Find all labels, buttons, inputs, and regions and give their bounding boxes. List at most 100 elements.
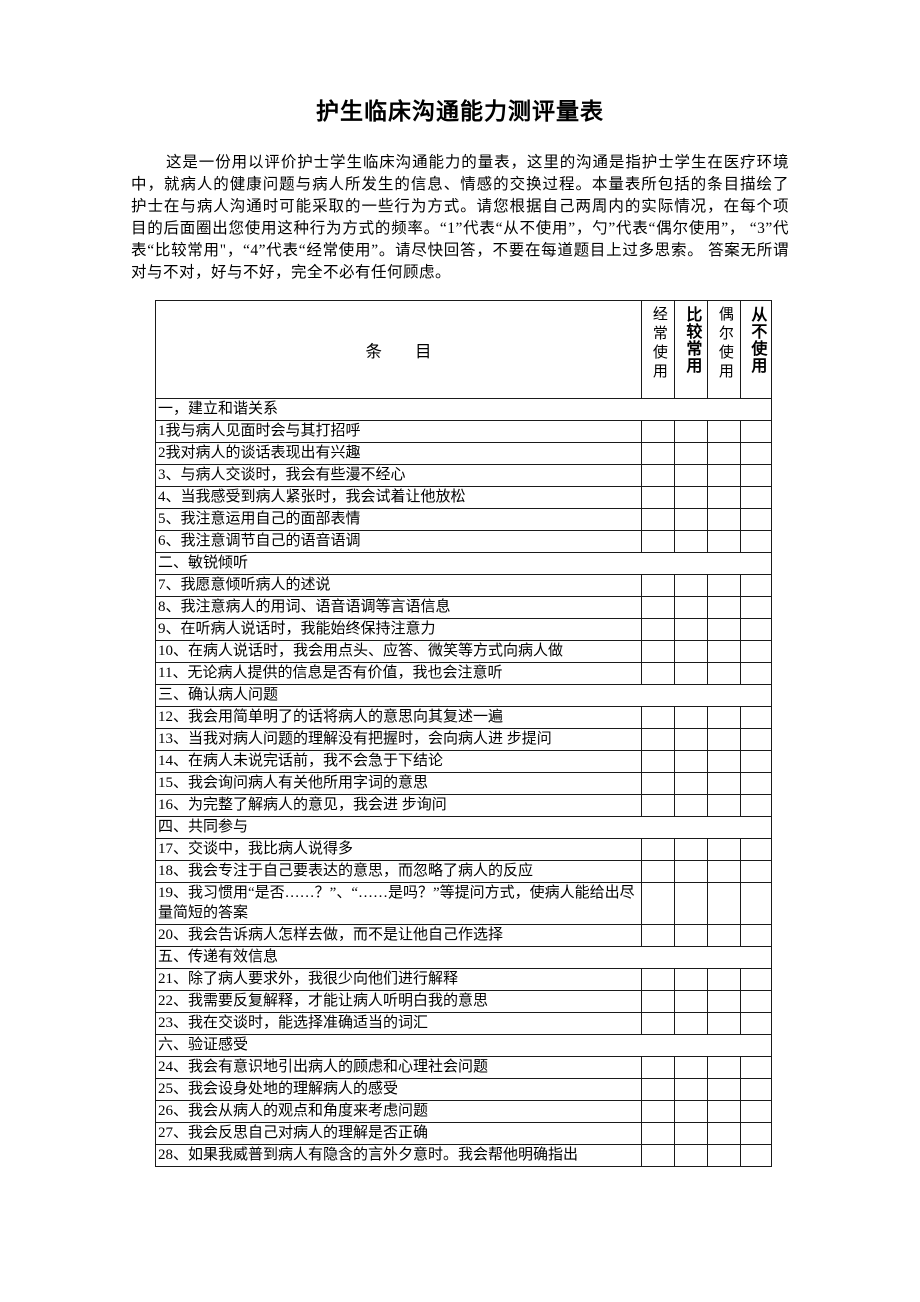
item-text: 12、我会用简单明了的话将病人的意思向其复述一遍 (155, 706, 642, 729)
rating-cell (707, 1056, 741, 1079)
item-row: 20、我会告诉病人怎样去做，而不是让他自己作选择 (155, 924, 772, 947)
rating-cell (674, 860, 708, 883)
item-text: 22、我需要反复解释，才能让病人听明白我的意思 (155, 990, 642, 1013)
rating-cell (740, 596, 772, 619)
section-row: 一，建立和谐关系 (155, 398, 772, 421)
rating-cell (674, 574, 708, 597)
rating-column-label: 经常使用 (650, 306, 667, 382)
rating-cell (641, 1100, 675, 1123)
rating-cell (707, 990, 741, 1013)
rating-cell (641, 860, 675, 883)
rating-cell (707, 1122, 741, 1145)
rating-cell (641, 772, 675, 795)
section-row: 四、共同参与 (155, 816, 772, 839)
item-row: 24、我会有意识地引出病人的顾虑和心理社会问题 (155, 1056, 772, 1079)
rating-cell (641, 706, 675, 729)
rating-cell (740, 1056, 772, 1079)
rating-cell (641, 420, 675, 443)
assessment-table: 条 目 经常使用 比较常用 偶尔使用 从不使用 一，建立和谐关系 1我与病人见面时会与其… (155, 300, 772, 1167)
item-row: 27、我会反思自己对病人的理解是否正确 (155, 1122, 772, 1145)
rating-cell (707, 640, 741, 663)
rating-cell (707, 794, 741, 817)
rating-cell (641, 464, 675, 487)
section-title: 四、共同参与 (155, 816, 772, 839)
rating-cell (641, 1122, 675, 1145)
section-title: 一，建立和谐关系 (155, 398, 772, 421)
rating-cell (641, 662, 675, 685)
rating-cell (740, 1122, 772, 1145)
rating-cell (707, 530, 741, 553)
item-row: 8、我注意病人的用词、语音语调等言语信息 (155, 596, 772, 619)
rating-cell (641, 968, 675, 991)
rating-column-header: 比较常用 (674, 300, 708, 399)
rating-cell (674, 882, 708, 925)
rating-cell (674, 1144, 708, 1167)
rating-cell (674, 990, 708, 1013)
rating-cell (740, 574, 772, 597)
intro-paragraph: 这是一份用以评价护士学生临床沟通能力的量表，这里的沟通是指护士学生在医疗环境 中… (131, 154, 789, 281)
item-row: 19、我习惯用“是否……？”、“……是吗？”等提问方式，使病人能给出尽量简短的答… (155, 882, 772, 925)
item-row: 6、我注意调节自己的语音语调 (155, 530, 772, 553)
rating-cell (674, 464, 708, 487)
item-text: 25、我会设身处地的理解病人的感受 (155, 1078, 642, 1101)
item-row: 22、我需要反复解释，才能让病人听明白我的意思 (155, 990, 772, 1013)
rating-cell (707, 968, 741, 991)
rating-cell (641, 486, 675, 509)
rating-cell (641, 640, 675, 663)
item-text: 10、在病人说话时，我会用点头、应答、微笑等方式向病人做 (155, 640, 642, 663)
item-text: 5、我注意运用自己的面部表情 (155, 508, 642, 531)
rating-cell (674, 530, 708, 553)
rating-cell (707, 574, 741, 597)
rating-cell (641, 508, 675, 531)
item-text: 16、为完整了解病人的意见，我会进 步询问 (155, 794, 642, 817)
rating-cell (707, 618, 741, 641)
rating-cell (740, 618, 772, 641)
rating-cell (707, 662, 741, 685)
rating-cell (740, 530, 772, 553)
item-row: 1我与病人见面时会与其打招呼 (155, 420, 772, 443)
rating-cell (641, 728, 675, 751)
rating-cell (641, 442, 675, 465)
section-row: 五、传递有效信息 (155, 946, 772, 969)
items-column-header: 条 目 (155, 300, 642, 399)
rating-cell (674, 1122, 708, 1145)
rating-cell (740, 924, 772, 947)
page-title: 护生临床沟通能力测评量表 (316, 99, 604, 124)
rating-cell (740, 750, 772, 773)
table-header-row: 条 目 经常使用 比较常用 偶尔使用 从不使用 (155, 300, 772, 399)
rating-cell (707, 508, 741, 531)
item-text: 27、我会反思自己对病人的理解是否正确 (155, 1122, 642, 1145)
rating-cell (674, 1078, 708, 1101)
rating-cell (674, 750, 708, 773)
rating-cell (740, 486, 772, 509)
item-text: 21、除了病人要求外，我很少向他们进行解释 (155, 968, 642, 991)
rating-cell (674, 838, 708, 861)
rating-cell (740, 442, 772, 465)
rating-cell (674, 1012, 708, 1035)
rating-cell (740, 990, 772, 1013)
rating-cell (674, 508, 708, 531)
rating-cell (641, 882, 675, 925)
item-text: 15、我会询问病人有关他所用字词的意思 (155, 772, 642, 795)
section-title: 三、确认病人问题 (155, 684, 772, 707)
item-text: 13、当我对病人问题的理解没有把握时，会向病人进 步提问 (155, 728, 642, 751)
section-title: 五、传递有效信息 (155, 946, 772, 969)
rating-cell (740, 706, 772, 729)
rating-cell (641, 750, 675, 773)
rating-cell (674, 1056, 708, 1079)
rating-cell (674, 772, 708, 795)
rating-cell (707, 1100, 741, 1123)
item-text: 23、我在交谈时，能选择准确适当的词汇 (155, 1012, 642, 1035)
item-text: 17、交谈中，我比病人说得多 (155, 838, 642, 861)
rating-cell (707, 1078, 741, 1101)
rating-cell (707, 486, 741, 509)
item-text: 14、在病人未说完话前，我不会急于下结论 (155, 750, 642, 773)
section-title: 六、验证感受 (155, 1034, 772, 1057)
rating-cell (740, 508, 772, 531)
rating-cell (707, 772, 741, 795)
rating-cell (641, 596, 675, 619)
item-text: 1我与病人见面时会与其打招呼 (155, 420, 642, 443)
rating-cell (674, 596, 708, 619)
item-row: 9、在听病人说话时，我能始终保持注意力 (155, 618, 772, 641)
